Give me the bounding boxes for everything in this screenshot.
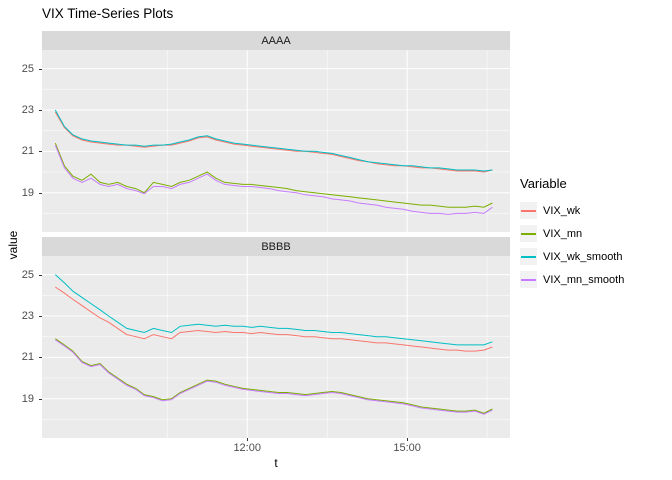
- series-line-VIX_wk_smooth: [54, 274, 493, 346]
- chart-title: VIX Time-Series Plots: [42, 6, 174, 21]
- series-line-VIX_mn: [55, 338, 493, 414]
- y-tick-mark: [39, 109, 42, 111]
- legend-key-line-icon: [521, 233, 536, 235]
- series-line-VIX_mn_smooth: [54, 144, 493, 215]
- x-tick-label: 12:00: [233, 442, 261, 454]
- y-tick-label: 21: [21, 351, 34, 364]
- y-tick-mark: [39, 357, 42, 359]
- legend-item-vix-mn-smooth: VIX_mn_smooth: [520, 268, 624, 291]
- y-tick-label: 25: [21, 62, 34, 75]
- legend-item-label: VIX_mn: [543, 227, 583, 240]
- y-tick-mark: [39, 151, 42, 153]
- x-axis-label: t: [274, 456, 278, 470]
- x-tick-mark: [407, 438, 409, 441]
- legend-item-vix-wk-smooth: VIX_wk_smooth: [520, 245, 624, 268]
- series-line-VIX_mn_smooth: [55, 339, 493, 415]
- y-tick-label: 19: [21, 392, 34, 405]
- legend-key-icon: [520, 248, 537, 265]
- legend-key-line-icon: [521, 279, 536, 281]
- x-tick-label: 15:00: [393, 442, 421, 454]
- legend-item-label: VIX_wk: [543, 204, 581, 217]
- legend-item-label: VIX_wk_smooth: [543, 250, 623, 263]
- y-tick-mark: [39, 315, 42, 317]
- facet-strip-bbbb: BBBB: [42, 237, 510, 256]
- y-tick-mark: [39, 274, 42, 276]
- y-tick-label: 23: [21, 103, 34, 116]
- legend-title: Variable: [520, 176, 567, 191]
- x-tick-mark: [247, 438, 249, 441]
- legend-key-line-icon: [521, 256, 536, 258]
- series-line-VIX_mn: [54, 142, 493, 208]
- facet-panel-bbbb: [42, 256, 510, 438]
- series-line-VIX_wk: [55, 286, 493, 352]
- legend-item-label: VIX_mn_smooth: [543, 273, 625, 286]
- y-tick-mark: [39, 398, 42, 400]
- legend-key-icon: [520, 202, 537, 219]
- legend-key-icon: [520, 225, 537, 242]
- facet-strip-aaaa: AAAA: [42, 31, 510, 50]
- y-tick-label: 23: [21, 309, 34, 322]
- y-tick-label: 21: [21, 145, 34, 158]
- y-tick-label: 25: [21, 268, 34, 281]
- legend-key-icon: [520, 271, 537, 288]
- y-tick-mark: [39, 68, 42, 70]
- y-tick-mark: [39, 192, 42, 194]
- facet-panel-aaaa: [42, 50, 510, 232]
- series-line-VIX_wk_smooth: [54, 109, 493, 172]
- y-tick-label: 19: [21, 186, 34, 199]
- legend: Variable VIX_wk VIX_mn VIX_wk_smooth VIX…: [520, 176, 624, 291]
- series-line-VIX_wk: [54, 111, 493, 173]
- facet-panel-bbbb-plot: [42, 256, 510, 438]
- facet-strip-aaaa-label: AAAA: [261, 34, 291, 47]
- facet-panel-aaaa-plot: [42, 50, 510, 232]
- legend-item-vix-wk: VIX_wk: [520, 199, 624, 222]
- facet-strip-bbbb-label: BBBB: [261, 240, 291, 253]
- legend-item-vix-mn: VIX_mn: [520, 222, 624, 245]
- legend-key-line-icon: [521, 210, 536, 212]
